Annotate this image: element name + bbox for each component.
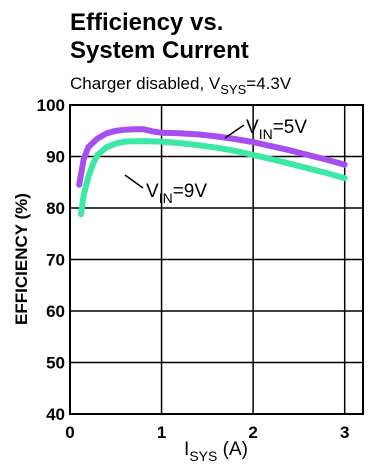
series-group <box>76 126 348 218</box>
y-tick-label-50: 50 <box>46 354 65 373</box>
series-label-vin9-leader <box>124 174 144 189</box>
y-tick-label-70: 70 <box>46 251 65 270</box>
y-axis-label: EFFICIENCY (%) <box>12 193 31 325</box>
tick-labels: 40 50 60 70 80 90 100 0 1 2 3 <box>37 96 350 442</box>
series-label-vin5-leader <box>224 124 245 139</box>
y-tick-label-60: 60 <box>46 302 65 321</box>
series-label-vin5-sub: IN <box>259 126 273 142</box>
series-label-vin9-suffix: =9V <box>173 181 208 202</box>
chart-subtitle: Charger disabled, VSYS=4.3V <box>70 74 292 97</box>
series-label-vin9-sub: IN <box>159 190 173 206</box>
x-axis-label-suffix: (A) <box>217 439 248 460</box>
chart-subtitle-suffix: =4.3V <box>246 74 292 93</box>
chart-subtitle-sub: SYS <box>220 82 246 97</box>
x-axis-label-sub: SYS <box>189 448 217 464</box>
grid <box>70 105 363 414</box>
y-tick-label-80: 80 <box>46 199 65 218</box>
series-label-vin9-main: V <box>146 181 159 202</box>
series-label-vin5: VIN=5V <box>246 117 307 142</box>
series-label-vin5-suffix: =5V <box>273 117 308 138</box>
series-line-vin5 <box>76 126 348 188</box>
x-axis-label: ISYS (A) <box>184 439 248 464</box>
x-tick-label-0: 0 <box>65 423 74 442</box>
series-line-vin9 <box>78 138 348 218</box>
y-tick-label-100: 100 <box>37 96 65 115</box>
chart-title-line2: System Current <box>70 37 249 64</box>
x-axis-label-main: I <box>184 439 189 460</box>
series-label-vin9: VIN=9V <box>146 181 207 206</box>
chart-subtitle-prefix: Charger disabled, V <box>70 74 221 93</box>
chart-title-line1: Efficiency vs. <box>70 9 223 36</box>
x-tick-label-3: 3 <box>340 423 349 442</box>
x-tick-label-1: 1 <box>157 423 166 442</box>
series-label-vin5-main: V <box>246 117 259 138</box>
y-tick-label-90: 90 <box>46 148 65 167</box>
y-tick-label-40: 40 <box>46 405 65 424</box>
x-tick-label-2: 2 <box>248 423 257 442</box>
